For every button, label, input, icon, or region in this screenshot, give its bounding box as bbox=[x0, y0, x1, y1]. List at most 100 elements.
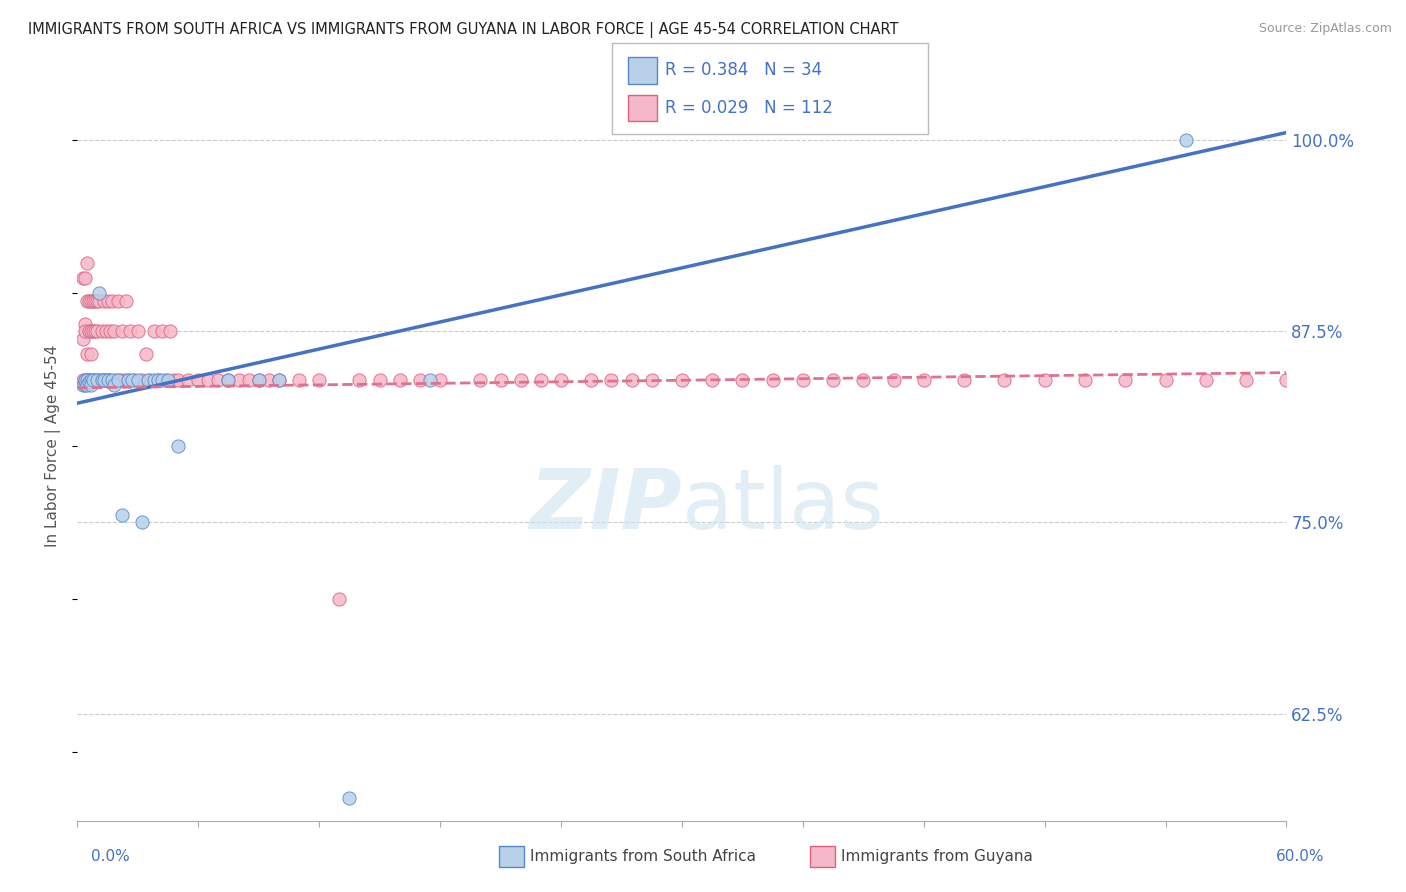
Point bbox=[89, 293, 111, 308]
Point bbox=[1275, 373, 1298, 387]
Point bbox=[581, 373, 603, 387]
Point bbox=[80, 373, 103, 387]
Point bbox=[157, 373, 180, 387]
Point bbox=[76, 255, 98, 269]
Point bbox=[671, 373, 693, 387]
Point bbox=[80, 377, 103, 392]
Point bbox=[1154, 373, 1177, 387]
Point bbox=[104, 373, 127, 387]
Point bbox=[1295, 373, 1317, 387]
Text: Source: ZipAtlas.com: Source: ZipAtlas.com bbox=[1258, 22, 1392, 36]
Point bbox=[76, 377, 98, 392]
Point bbox=[883, 373, 905, 387]
Point bbox=[731, 373, 754, 387]
Point bbox=[388, 373, 411, 387]
Point bbox=[86, 373, 108, 387]
Point bbox=[98, 373, 121, 387]
Point bbox=[218, 373, 240, 387]
Point bbox=[96, 373, 118, 387]
Point bbox=[127, 373, 149, 387]
Point bbox=[620, 373, 643, 387]
Point bbox=[267, 373, 290, 387]
Point bbox=[1355, 373, 1378, 387]
Point bbox=[489, 373, 512, 387]
Point bbox=[103, 377, 125, 392]
Point bbox=[228, 373, 250, 387]
Point bbox=[247, 373, 270, 387]
Point bbox=[1316, 373, 1339, 387]
Point bbox=[150, 373, 173, 387]
Point bbox=[419, 373, 441, 387]
Point bbox=[349, 373, 371, 387]
Point bbox=[146, 373, 169, 387]
Point bbox=[82, 373, 104, 387]
Point bbox=[135, 347, 157, 361]
Point bbox=[94, 373, 117, 387]
Point bbox=[75, 317, 97, 331]
Point bbox=[218, 373, 240, 387]
Point bbox=[530, 373, 553, 387]
Point bbox=[118, 324, 141, 338]
Point bbox=[368, 373, 391, 387]
Point bbox=[122, 373, 145, 387]
Text: atlas: atlas bbox=[682, 466, 883, 547]
Point bbox=[852, 373, 875, 387]
Point bbox=[90, 373, 112, 387]
Point bbox=[90, 373, 112, 387]
Point bbox=[90, 324, 112, 338]
Point bbox=[84, 373, 107, 387]
Point bbox=[409, 373, 432, 387]
Point bbox=[86, 373, 108, 387]
Point bbox=[127, 324, 149, 338]
Point bbox=[75, 373, 97, 387]
Point bbox=[72, 332, 94, 346]
Point bbox=[702, 373, 724, 387]
Point bbox=[76, 373, 98, 387]
Point bbox=[1174, 133, 1197, 147]
Point bbox=[1336, 373, 1358, 387]
Text: Immigrants from Guyana: Immigrants from Guyana bbox=[841, 849, 1032, 863]
Point bbox=[139, 373, 162, 387]
Point bbox=[94, 324, 117, 338]
Point bbox=[762, 373, 785, 387]
Point bbox=[93, 373, 115, 387]
Point bbox=[163, 373, 186, 387]
Point bbox=[107, 293, 129, 308]
Point bbox=[80, 324, 103, 338]
Point bbox=[80, 373, 103, 387]
Point bbox=[72, 270, 94, 285]
Point bbox=[82, 373, 104, 387]
Point bbox=[912, 373, 935, 387]
Point bbox=[155, 373, 177, 387]
Text: IMMIGRANTS FROM SOUTH AFRICA VS IMMIGRANTS FROM GUYANA IN LABOR FORCE | AGE 45-5: IMMIGRANTS FROM SOUTH AFRICA VS IMMIGRAN… bbox=[28, 22, 898, 38]
Point bbox=[1114, 373, 1136, 387]
Point bbox=[167, 373, 190, 387]
Point bbox=[550, 373, 572, 387]
Point bbox=[1195, 373, 1218, 387]
Point bbox=[108, 373, 131, 387]
Point bbox=[89, 286, 111, 301]
Point bbox=[187, 373, 209, 387]
Point bbox=[75, 373, 97, 387]
Point bbox=[257, 373, 280, 387]
Point bbox=[121, 373, 143, 387]
Point bbox=[103, 324, 125, 338]
Point bbox=[328, 591, 350, 606]
Point bbox=[100, 293, 122, 308]
Point bbox=[112, 373, 135, 387]
Text: R = 0.029   N = 112: R = 0.029 N = 112 bbox=[665, 99, 832, 117]
Point bbox=[142, 373, 165, 387]
Point bbox=[641, 373, 664, 387]
Point bbox=[93, 373, 115, 387]
Point bbox=[600, 373, 623, 387]
Point bbox=[267, 373, 290, 387]
Point bbox=[76, 373, 98, 387]
Point bbox=[1033, 373, 1056, 387]
Point bbox=[509, 373, 531, 387]
Point bbox=[131, 373, 153, 387]
Point bbox=[80, 347, 103, 361]
Point bbox=[93, 293, 115, 308]
Point bbox=[96, 293, 118, 308]
Point bbox=[146, 373, 169, 387]
Point bbox=[111, 508, 134, 522]
